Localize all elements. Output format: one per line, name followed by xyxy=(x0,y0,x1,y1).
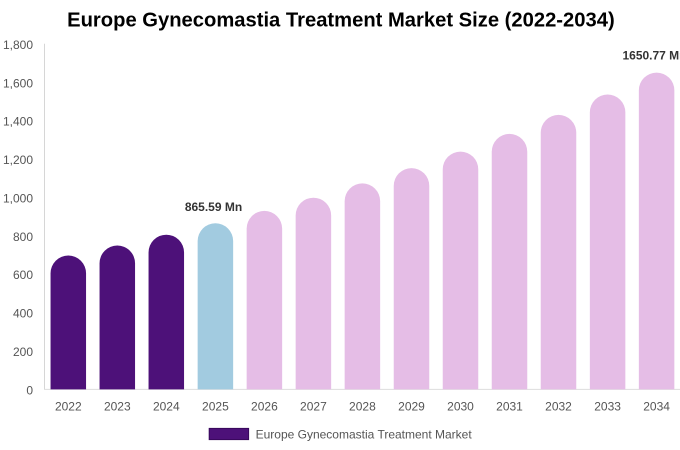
svg-text:2028: 2028 xyxy=(349,400,376,414)
svg-text:2032: 2032 xyxy=(545,400,572,414)
svg-text:1,200: 1,200 xyxy=(3,153,33,167)
svg-text:2026: 2026 xyxy=(251,400,278,414)
svg-text:2025: 2025 xyxy=(202,400,229,414)
svg-text:1,400: 1,400 xyxy=(3,115,33,129)
svg-text:800: 800 xyxy=(13,230,33,244)
svg-text:2029: 2029 xyxy=(398,400,425,414)
svg-text:600: 600 xyxy=(13,268,33,282)
svg-text:2031: 2031 xyxy=(496,400,523,414)
svg-text:2033: 2033 xyxy=(594,400,621,414)
svg-text:1,800: 1,800 xyxy=(3,38,33,52)
svg-text:400: 400 xyxy=(13,307,33,321)
svg-text:1,600: 1,600 xyxy=(3,76,33,90)
svg-text:2024: 2024 xyxy=(153,400,180,414)
svg-text:2023: 2023 xyxy=(104,400,131,414)
svg-text:1650.77 Mn: 1650.77 Mn xyxy=(622,48,680,62)
svg-text:2022: 2022 xyxy=(55,400,82,414)
svg-text:Europe Gynecomastia Treatment: Europe Gynecomastia Treatment Market xyxy=(256,428,473,442)
svg-text:200: 200 xyxy=(13,345,33,359)
svg-text:1,000: 1,000 xyxy=(3,191,33,205)
svg-text:2027: 2027 xyxy=(300,400,327,414)
svg-text:865.59 Mn: 865.59 Mn xyxy=(185,200,242,214)
svg-text:Europe Gynecomastia Treatment: Europe Gynecomastia Treatment Market Siz… xyxy=(67,9,615,31)
svg-text:2034: 2034 xyxy=(643,400,670,414)
svg-text:2030: 2030 xyxy=(447,400,474,414)
svg-text:0: 0 xyxy=(26,383,33,397)
